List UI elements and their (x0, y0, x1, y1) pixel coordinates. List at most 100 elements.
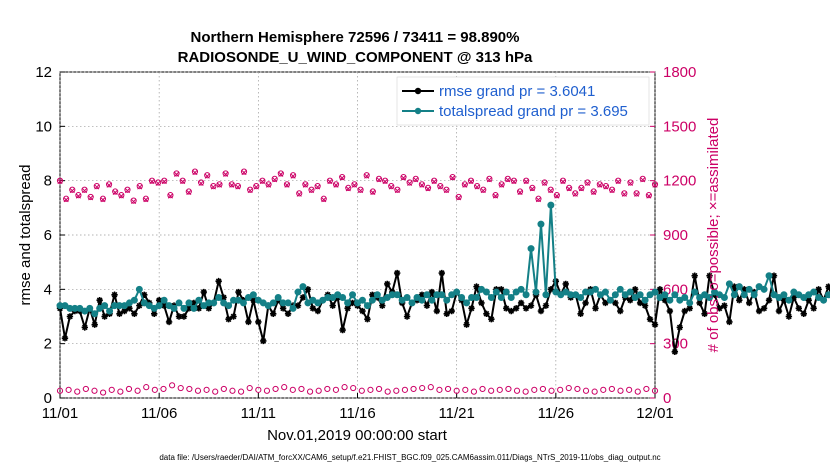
totalspread-point (344, 299, 352, 307)
obs-possible-marker (516, 188, 524, 195)
x-tick-label: 11/06 (141, 405, 177, 422)
totalspread-point (626, 288, 634, 296)
totalspread-point (135, 285, 143, 293)
totalspread-point (691, 288, 699, 296)
rmse-point (438, 269, 445, 277)
obs-possible-marker (557, 386, 564, 393)
obs-possible-marker (74, 388, 81, 395)
rmse-point (731, 283, 738, 290)
rmse-point (522, 305, 530, 312)
obs-possible-marker (393, 387, 400, 394)
totalspread-point (636, 291, 644, 299)
rmse-point (61, 335, 69, 342)
totalspread-point (443, 296, 451, 304)
obs-possible-marker (143, 384, 150, 391)
rmse-point (671, 348, 679, 356)
obs-possible-marker (234, 183, 241, 190)
totalspread-point (210, 299, 218, 307)
totalspread-point (725, 280, 733, 288)
obs-possible-marker (136, 183, 143, 190)
rmse-point (641, 302, 649, 309)
obs-possible-marker (505, 385, 512, 393)
rmse-point (508, 307, 515, 315)
totalspread-point (492, 288, 500, 296)
obs-assimilated-marker (419, 182, 425, 188)
obs-assimilated-marker (124, 188, 131, 194)
y-tick-label: 12 (35, 64, 52, 81)
obs-possible-marker (320, 195, 327, 202)
obs-possible-marker (324, 385, 331, 393)
obs-possible-marker (453, 387, 460, 394)
obs-possible-marker (419, 384, 426, 392)
x-tick-label: 12/01 (636, 405, 674, 422)
totalspread-point (349, 291, 357, 299)
rmse-point (592, 305, 599, 312)
rmse-point (795, 305, 802, 312)
obs-possible-marker (173, 170, 180, 177)
obs-assimilated-marker (155, 180, 161, 186)
obs-assimilated-marker (173, 171, 180, 177)
totalspread-point (185, 299, 193, 307)
obs-assimilated-marker (474, 184, 480, 190)
rmse-point (473, 283, 480, 290)
obs-possible-marker (582, 387, 590, 394)
obs-assimilated-marker (186, 189, 192, 195)
obs-possible-marker (572, 190, 579, 197)
obs-possible-marker (574, 385, 581, 393)
obs-assimilated-marker (425, 186, 431, 192)
totalspread-point (373, 291, 381, 299)
obs-possible-marker (427, 384, 434, 391)
obs-possible-marker (559, 177, 567, 184)
obs-possible-marker (75, 192, 82, 199)
totalspread-point (408, 299, 416, 307)
totalspread-point (730, 291, 738, 299)
totalspread-point (106, 307, 114, 315)
obs-possible-marker (99, 195, 107, 202)
totalspread-point (537, 220, 545, 228)
obs-possible-marker (345, 184, 352, 192)
rmse-point (636, 299, 644, 307)
totalspread-point (661, 291, 669, 299)
rmse-point (726, 318, 733, 326)
rmse-point (200, 288, 207, 296)
totalspread-point (745, 285, 753, 293)
legend-marker-rmse (414, 87, 422, 95)
obs-possible-marker (296, 190, 303, 197)
totalspread-point (502, 288, 510, 296)
totalspread-point (463, 299, 471, 307)
obs-possible-marker (384, 388, 391, 395)
obs-assimilated-marker (400, 175, 407, 181)
obs-assimilated-marker (492, 193, 499, 199)
y-axis-ticks: 0 2 4 6 8 10 12 (35, 64, 65, 407)
rmse-point (91, 321, 98, 328)
obs-possible-marker (626, 386, 633, 393)
y-right-tick-label: 1800 (663, 64, 696, 81)
obs-assimilated-marker (192, 169, 198, 176)
obs-possible-marker (617, 387, 624, 394)
rmse-point (805, 297, 812, 304)
totalspread-point (681, 293, 689, 301)
x-tick-label: 11/16 (339, 405, 375, 422)
rmse-point (661, 297, 669, 304)
obs-assimilated-marker (560, 179, 566, 185)
obs-possible-marker (394, 186, 401, 193)
rmse-point (681, 307, 688, 315)
obs-possible-marker (151, 386, 158, 393)
totalspread-point (577, 293, 585, 301)
obs-possible-marker (124, 186, 131, 193)
totalspread-point (101, 302, 109, 310)
rmse-point (96, 297, 103, 304)
rmse-point (775, 307, 783, 315)
y-right-tick-label: 1500 (663, 118, 696, 135)
obs-assimilated-marker (542, 180, 548, 186)
obs-assimilated-marker (180, 179, 186, 185)
rmse-point (517, 299, 525, 307)
obs-possible-marker (240, 168, 248, 175)
obs-possible-marker (363, 172, 370, 179)
obs-possible-marker (388, 183, 395, 190)
rmse-point (582, 299, 589, 307)
obs-assimilated-marker (382, 179, 388, 185)
totalspread-point (740, 291, 748, 299)
obs-assimilated-marker (511, 179, 517, 185)
obs-assimilated-marker (597, 182, 603, 188)
